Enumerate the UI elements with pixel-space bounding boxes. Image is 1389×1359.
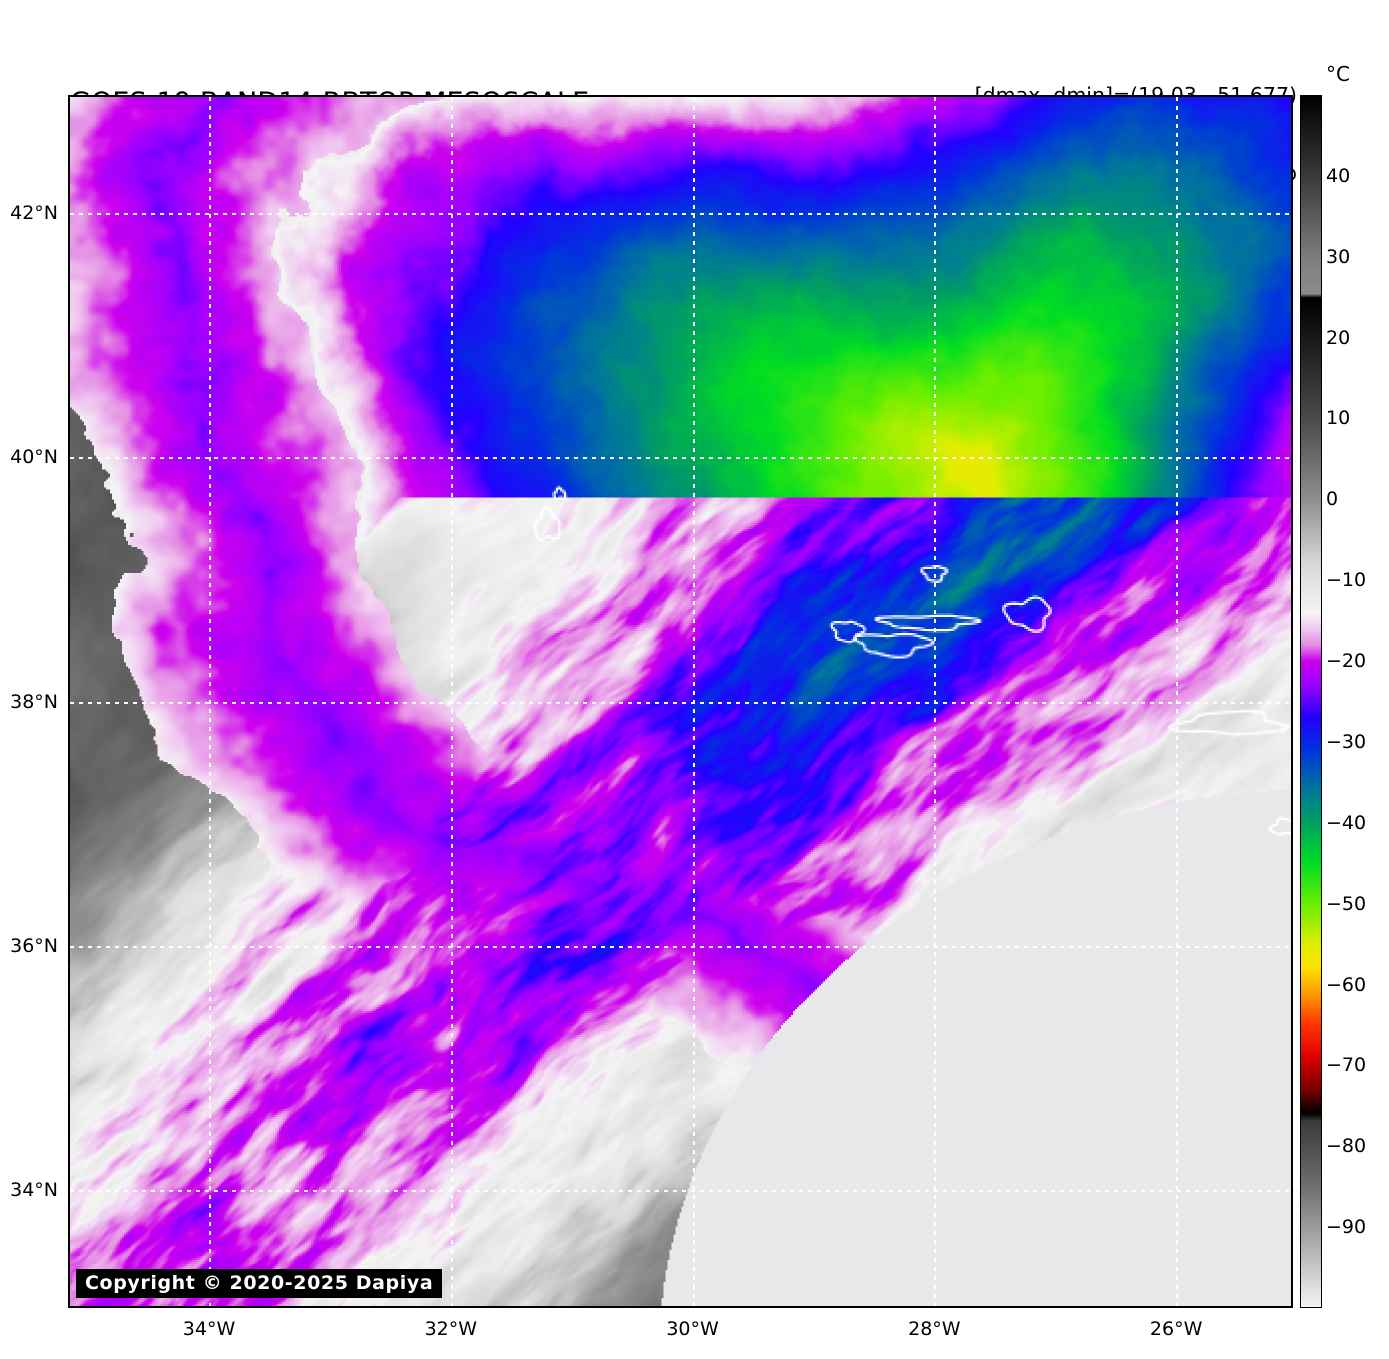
map-canvas[interactable]: Copyright © 2020-2025 Dapiya — [68, 95, 1293, 1308]
colorbar-tick: −20 — [1326, 650, 1367, 673]
colorbar-tick: −70 — [1326, 1054, 1367, 1077]
colorbar-gradient — [1301, 96, 1321, 1307]
colorbar-tick: −10 — [1326, 569, 1367, 592]
colorbar-tick: −60 — [1326, 973, 1367, 996]
colorbar-tick: 20 — [1326, 326, 1351, 349]
colorbar-tick: 30 — [1326, 245, 1351, 268]
map-clip — [70, 97, 1291, 1306]
longitude-tick: 32°W — [424, 1318, 478, 1340]
colorbar-tick: −30 — [1326, 730, 1367, 753]
colorbar-tick: 40 — [1326, 164, 1351, 187]
longitude-tick: 34°W — [182, 1318, 236, 1340]
satellite-imagery — [70, 97, 1291, 1306]
colorbar-tick-labels: 40 30 20 10 0 −10 −20 −30 −40 −50 −60 −70 −80 −90 — [1326, 95, 1386, 1308]
latitude-tick: 40°N — [10, 446, 58, 469]
copyright-watermark: Copyright © 2020-2025 Dapiya — [76, 1269, 443, 1298]
longitude-axis: 34°W 32°W 30°W 28°W 26°W — [0, 1318, 1389, 1348]
latitude-tick: 38°N — [10, 690, 58, 713]
colorbar-tick: −80 — [1326, 1135, 1367, 1158]
latitude-tick: 42°N — [10, 202, 58, 224]
colorbar-tick: −90 — [1326, 1216, 1367, 1239]
longitude-tick: 28°W — [908, 1318, 961, 1340]
longitude-tick: 26°W — [1149, 1318, 1203, 1340]
colorbar[interactable] — [1300, 95, 1322, 1308]
colorbar-tick: 0 — [1326, 488, 1339, 511]
colorbar-tick: −40 — [1326, 811, 1367, 834]
latitude-tick: 34°N — [10, 1178, 58, 1201]
latitude-tick: 36°N — [10, 934, 58, 957]
latitude-axis: 42°N 40°N 38°N 36°N 34°N — [0, 95, 58, 1308]
longitude-tick: 30°W — [666, 1318, 719, 1340]
colorbar-tick: 10 — [1326, 407, 1351, 430]
colorbar-tick: −50 — [1326, 892, 1367, 915]
colorbar-unit-label: °C — [1326, 62, 1350, 86]
